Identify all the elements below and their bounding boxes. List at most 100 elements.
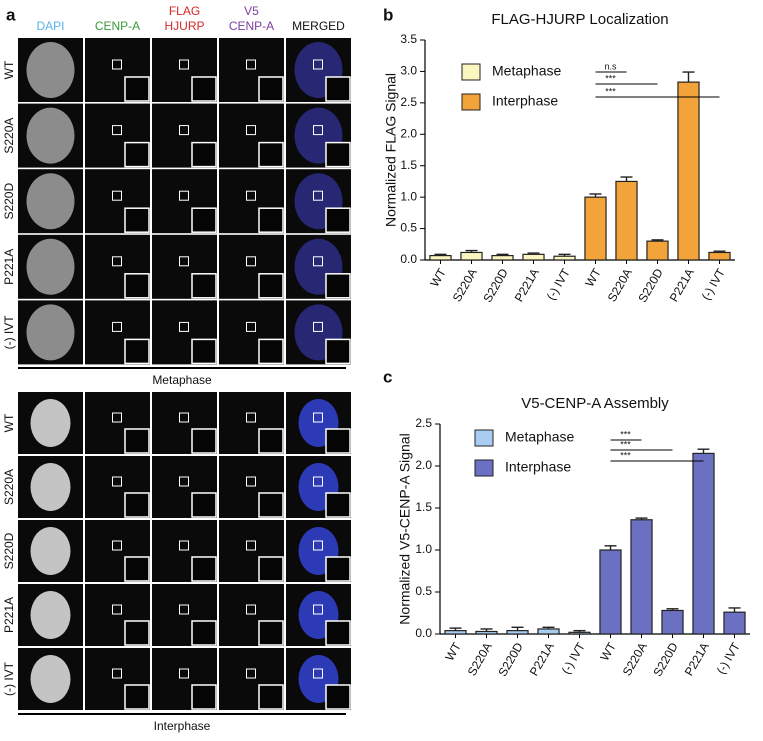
x-tick-label: S220D — [495, 640, 526, 679]
bar — [429, 255, 452, 261]
roi-box — [246, 668, 256, 679]
column-header: FLAG — [169, 4, 200, 18]
roi-box — [112, 125, 122, 136]
inset — [124, 620, 150, 646]
inset — [191, 207, 217, 233]
roi-box — [112, 190, 122, 201]
roi-box — [313, 256, 323, 267]
legend-label: Metaphase — [492, 63, 561, 79]
inset — [325, 338, 351, 365]
inset — [258, 207, 284, 233]
inset — [124, 141, 150, 168]
legend-label: Metaphase — [505, 429, 574, 445]
y-axis-label: Normalized FLAG Signal — [383, 73, 399, 227]
inset — [124, 76, 150, 102]
row-label: P221A — [2, 597, 16, 633]
row-label: S220D — [2, 532, 16, 569]
bar — [677, 81, 700, 261]
column-header: DAPI — [36, 19, 64, 33]
inset — [325, 556, 351, 582]
row-label: (-) IVT — [2, 661, 16, 696]
chart-title: V5-CENP-A Assembly — [521, 395, 669, 412]
bar — [522, 253, 545, 261]
inset — [191, 620, 217, 646]
y-tick-label: 0.0 — [400, 252, 417, 266]
x-tick-label: P221A — [512, 266, 542, 304]
inset — [191, 428, 217, 454]
bar — [444, 630, 467, 635]
y-tick-label: 2.5 — [415, 416, 432, 430]
roi-box — [246, 321, 256, 332]
bar — [723, 611, 746, 635]
y-tick-label: 1.0 — [415, 542, 432, 556]
significance-label: *** — [620, 439, 631, 449]
bar — [692, 452, 715, 635]
inset — [124, 492, 150, 518]
y-tick-label: 1.5 — [415, 500, 432, 514]
inset — [124, 273, 150, 299]
roi-box — [246, 476, 256, 487]
bar — [460, 251, 483, 261]
roi-box — [313, 321, 323, 332]
bar — [537, 628, 560, 635]
roi-box — [112, 256, 122, 267]
roi-box — [246, 412, 256, 423]
row-label: P221A — [2, 249, 16, 285]
column-header: CENP-A — [95, 19, 140, 33]
inset — [191, 556, 217, 582]
y-tick-label: 3.5 — [400, 32, 417, 46]
x-tick-label: S220D — [480, 266, 511, 305]
roi-box — [313, 190, 323, 201]
roi-box — [112, 412, 122, 423]
inset — [258, 620, 284, 646]
legend-swatch — [474, 429, 494, 447]
inset — [258, 684, 284, 710]
nucleus — [30, 591, 71, 639]
roi-box — [246, 256, 256, 267]
roi-box — [246, 190, 256, 201]
x-tick-label: WT — [427, 266, 449, 290]
bar — [661, 609, 684, 635]
panel-label: a — [6, 5, 16, 24]
column-header: MERGED — [292, 19, 345, 33]
inset — [258, 273, 284, 299]
roi-box — [179, 604, 189, 615]
roi-box — [179, 540, 189, 551]
y-tick-label: 2.5 — [400, 95, 417, 109]
roi-box — [179, 412, 189, 423]
y-tick-label: 1.0 — [400, 189, 417, 203]
roi-box — [179, 668, 189, 679]
row-label: S220A — [2, 469, 16, 505]
panel-label: c — [383, 367, 392, 386]
legend-swatch — [461, 63, 481, 81]
roi-box — [313, 476, 323, 487]
bar — [553, 255, 576, 261]
roi-box — [313, 125, 323, 136]
roi-box — [179, 321, 189, 332]
significance-label: *** — [620, 450, 631, 460]
y-tick-label: 3.0 — [400, 64, 417, 78]
y-tick-label: 2.0 — [415, 458, 432, 472]
legend-label: Interphase — [492, 93, 558, 109]
inset — [258, 492, 284, 518]
row-label: WT — [2, 413, 16, 432]
nucleus — [26, 238, 75, 295]
x-tick-label: S220A — [620, 640, 650, 678]
y-tick-label: 1.5 — [400, 158, 417, 172]
y-tick-label: 0.0 — [415, 626, 432, 640]
column-header: HJURP — [164, 19, 204, 33]
y-tick-label: 0.5 — [415, 584, 432, 598]
nucleus — [26, 42, 75, 98]
x-tick-label: WT — [442, 640, 464, 664]
roi-box — [313, 668, 323, 679]
roi-box — [313, 59, 323, 70]
group-label: Metaphase — [152, 373, 212, 387]
inset — [325, 620, 351, 646]
bar — [475, 630, 498, 635]
nucleus — [26, 107, 75, 164]
x-tick-label: (-) IVT — [559, 640, 588, 677]
y-axis-label: Normalized V5-CENP-A Signal — [397, 433, 413, 624]
roi-box — [112, 321, 122, 332]
roi-box — [112, 604, 122, 615]
